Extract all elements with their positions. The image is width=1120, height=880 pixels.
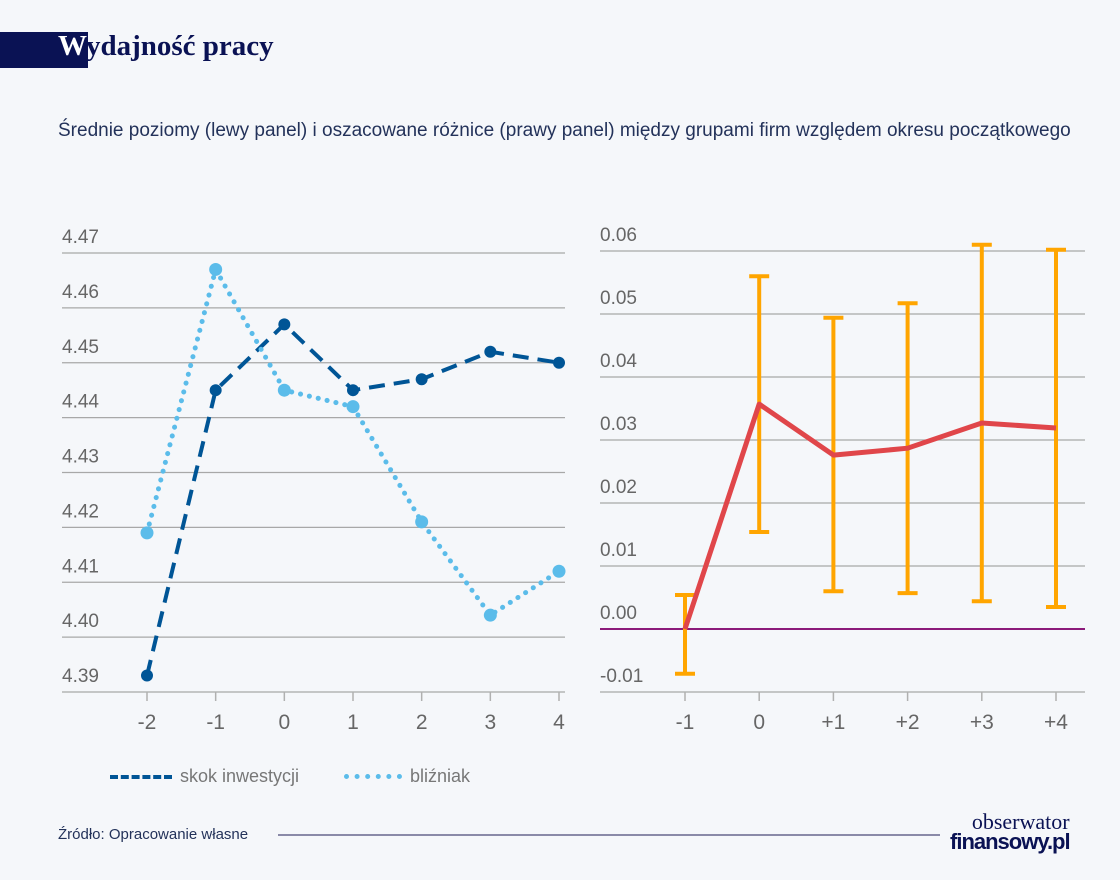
y-tick-label: 4.39 xyxy=(62,666,99,687)
data-point xyxy=(415,515,429,529)
x-tick-label: 4 xyxy=(553,711,565,734)
data-point xyxy=(553,356,565,369)
x-tick-label: 3 xyxy=(484,711,496,734)
y-tick-label: 0.06 xyxy=(600,225,637,246)
series-line-1 xyxy=(144,266,562,618)
page-title: Wydajność pracy xyxy=(58,30,274,63)
data-point xyxy=(209,262,223,276)
footer-divider xyxy=(278,834,940,836)
y-tick-label: 4.40 xyxy=(62,611,99,632)
x-tick-label: -1 xyxy=(676,711,695,734)
legend-label: skok inwestycji xyxy=(180,766,300,786)
x-tick-label: +2 xyxy=(896,711,920,734)
y-tick-label: 0.02 xyxy=(600,477,637,498)
brand-logo: obserwator finansowy.pl xyxy=(950,809,1071,854)
x-tick-label: -2 xyxy=(138,711,157,734)
y-tick-label: -0.01 xyxy=(600,666,643,687)
error-bar xyxy=(675,592,695,676)
series-line-0 xyxy=(145,322,560,677)
y-tick-label: 4.41 xyxy=(62,556,99,577)
legend-item-blizniak: bliźniak xyxy=(344,766,470,787)
y-tick-label: 0.00 xyxy=(600,603,637,624)
data-point xyxy=(484,345,497,358)
x-tick-label: 0 xyxy=(278,711,290,734)
y-tick-label: 0.01 xyxy=(600,540,637,561)
data-point xyxy=(278,318,291,331)
x-tick-label: +4 xyxy=(1044,711,1068,734)
data-point xyxy=(415,373,428,386)
y-tick-label: 4.44 xyxy=(62,392,99,413)
x-tick-label: +3 xyxy=(970,711,994,734)
data-point xyxy=(347,384,359,397)
x-tick-label: -1 xyxy=(206,711,225,734)
title-accent-bar xyxy=(0,32,88,68)
x-tick-label: +1 xyxy=(821,711,845,734)
data-point xyxy=(141,669,153,682)
chart-subtitle: Średnie poziomy (lewy panel) i oszacowan… xyxy=(58,120,1071,141)
y-tick-label: 4.43 xyxy=(62,447,99,468)
title-first-letter: W xyxy=(58,30,86,62)
legend-swatch-dotted xyxy=(344,774,402,779)
x-tick-label: 1 xyxy=(347,711,359,734)
error-bar xyxy=(1046,247,1066,609)
legend-item-skok-inwestycji: skok inwestycji xyxy=(110,766,299,787)
source-note: Źródło: Opracowanie własne xyxy=(58,826,249,843)
y-tick-label: 4.45 xyxy=(62,337,99,358)
title-rest: ydajność pracy xyxy=(85,30,274,62)
y-tick-label: 4.47 xyxy=(62,227,99,248)
data-point xyxy=(277,383,291,397)
x-tick-label: 2 xyxy=(416,711,428,734)
y-tick-label: 0.05 xyxy=(600,288,637,309)
series-line-0 xyxy=(682,401,1057,630)
data-point xyxy=(346,400,360,414)
y-tick-label: 0.04 xyxy=(600,351,637,372)
data-point xyxy=(140,526,154,540)
legend-label: bliźniak xyxy=(410,766,471,786)
y-tick-label: 0.03 xyxy=(600,414,637,435)
data-point xyxy=(483,608,497,622)
data-point xyxy=(209,384,222,397)
logo-line1: obserwator xyxy=(971,809,1070,834)
y-tick-label: 4.46 xyxy=(62,282,99,303)
data-point xyxy=(552,564,566,578)
logo-line2: finansowy.pl xyxy=(950,829,1071,854)
y-tick-label: 4.42 xyxy=(62,501,99,522)
x-tick-label: 0 xyxy=(753,711,765,734)
legend-swatch-dashed xyxy=(110,774,172,779)
